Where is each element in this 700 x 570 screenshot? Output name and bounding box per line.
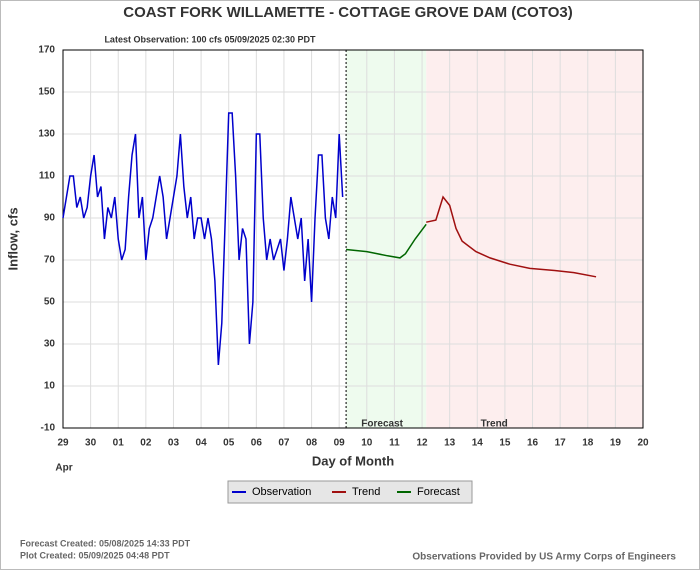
x-tick-label: 06 — [251, 438, 263, 449]
x-tick-label: 30 — [85, 438, 97, 449]
x-tick-label: 03 — [168, 438, 180, 449]
region — [426, 50, 643, 428]
x-tick-label: 10 — [361, 438, 373, 449]
x-tick-label: 09 — [334, 438, 346, 449]
x-tick-label: 15 — [499, 438, 511, 449]
legend-label: Forecast — [417, 486, 460, 498]
x-tick-label: 29 — [57, 438, 69, 449]
x-tick-label: 14 — [472, 438, 484, 449]
region-label: Forecast — [361, 419, 403, 430]
series-line — [62, 112, 344, 366]
x-tick-label: 20 — [637, 438, 649, 449]
x-tick-label: 05 — [223, 438, 235, 449]
chart-title: COAST FORK WILLAMETTE - COTTAGE GROVE DA… — [123, 4, 572, 21]
x-tick-label: 16 — [527, 438, 539, 449]
x-tick-label: 04 — [196, 438, 208, 449]
x-tick-label: 02 — [140, 438, 152, 449]
x-tick-label: 01 — [113, 438, 125, 449]
y-tick-label: 90 — [44, 213, 56, 224]
x-tick-label: 07 — [278, 438, 290, 449]
x-tick-label: 08 — [306, 438, 318, 449]
legend-label: Observation — [252, 486, 311, 498]
region — [346, 50, 427, 428]
plot-border — [62, 49, 644, 429]
y-tick-label: 70 — [44, 255, 56, 266]
note: Forecast Created: 05/08/2025 14:33 PDT — [20, 538, 191, 548]
x-tick-label: 13 — [444, 438, 456, 449]
y-tick-label: -10 — [41, 423, 56, 434]
legend-label: Trend — [352, 486, 380, 498]
x-tick-label: 19 — [610, 438, 622, 449]
y-tick-label: 30 — [44, 339, 56, 350]
y-tick-label: 170 — [38, 45, 55, 56]
region-label: Trend — [481, 419, 508, 430]
x-axis-label: Day of Month — [312, 453, 394, 468]
y-axis-label: Inflow, cfs — [5, 207, 20, 270]
month-label: Apr — [55, 463, 72, 474]
y-tick-label: 130 — [38, 129, 55, 140]
y-tick-label: 50 — [44, 297, 56, 308]
note: Plot Created: 05/09/2025 04:48 PDT — [20, 550, 170, 560]
x-tick-label: 17 — [555, 438, 567, 449]
y-tick-label: 10 — [44, 381, 56, 392]
series-line — [426, 195, 597, 278]
y-tick-label: 150 — [38, 87, 55, 98]
x-tick-label: 18 — [582, 438, 594, 449]
credit: Observations Provided by US Army Corps o… — [412, 552, 676, 563]
x-tick-label: 11 — [389, 438, 400, 449]
subtitle: Latest Observation: 100 cfs 05/09/2025 0… — [104, 34, 316, 44]
legend-box — [227, 480, 473, 504]
series-line — [346, 223, 427, 259]
x-tick-label: 12 — [416, 438, 428, 449]
y-tick-label: 110 — [39, 171, 56, 182]
